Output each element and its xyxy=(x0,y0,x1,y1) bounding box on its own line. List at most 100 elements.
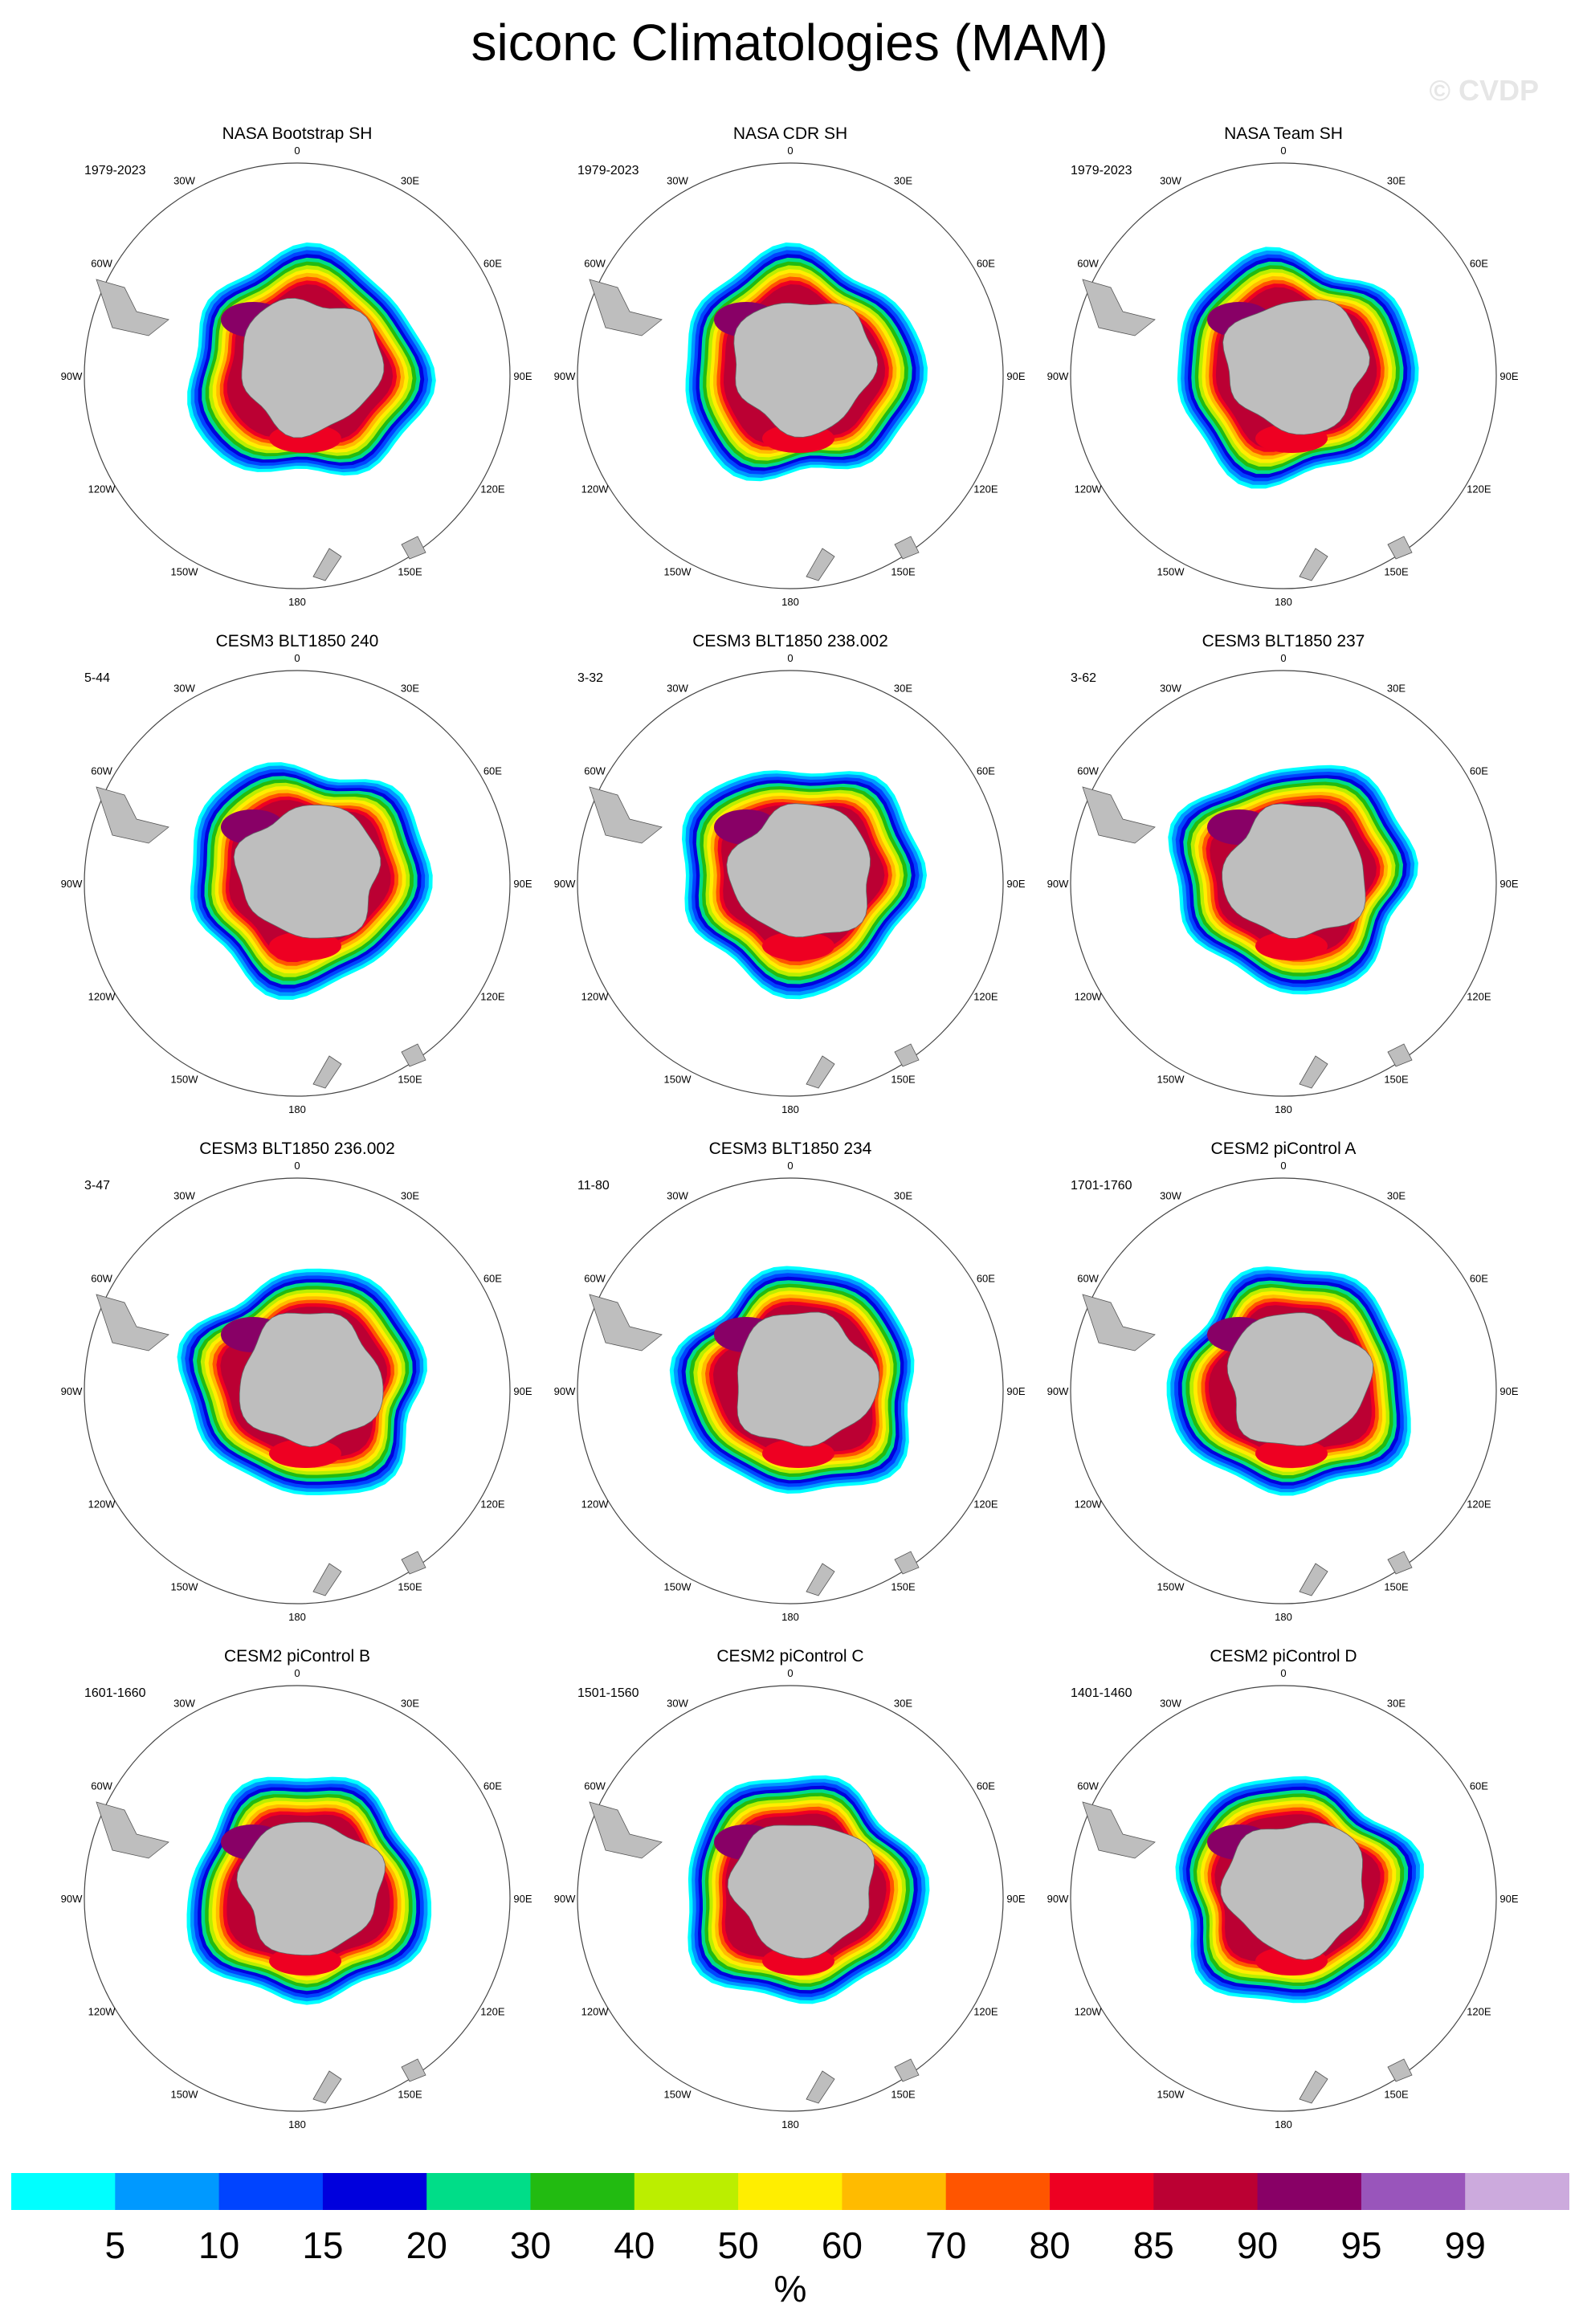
tasmania-land xyxy=(894,1551,920,1575)
ross-sea-ice xyxy=(1255,1439,1328,1468)
colorbar-swatch xyxy=(530,2173,635,2210)
longitude-label: 120W xyxy=(1075,991,1103,1003)
longitude-label: 60W xyxy=(1077,258,1099,270)
south-america-land xyxy=(589,279,663,336)
longitude-label: 90E xyxy=(1006,1893,1025,1905)
antarctica-land xyxy=(1220,1822,1365,1960)
longitude-label: 0 xyxy=(294,1667,300,1679)
longitude-label: 30W xyxy=(667,175,688,187)
longitude-label: 180 xyxy=(288,2118,306,2130)
longitude-label: 150W xyxy=(171,565,199,577)
panel-title: CESM3 BLT1850 238.002 xyxy=(692,632,888,650)
panel-title: CESM3 BLT1850 240 xyxy=(216,632,379,650)
longitude-label: 150E xyxy=(398,2088,422,2100)
longitude-label: 60E xyxy=(977,1780,995,1792)
new-zealand-land xyxy=(312,2070,342,2104)
longitude-label: 60W xyxy=(1077,1273,1099,1285)
antarctica-land xyxy=(726,803,871,938)
panel-title: CESM3 BLT1850 236.002 xyxy=(199,1140,395,1158)
longitude-label: 120E xyxy=(1467,483,1491,495)
longitude-label: 150W xyxy=(664,2088,692,2100)
ross-sea-ice xyxy=(269,1439,341,1468)
longitude-label: 0 xyxy=(1280,652,1286,664)
longitude-label: 30E xyxy=(401,1698,419,1710)
colorbar-tick-label: 99 xyxy=(1445,2224,1486,2266)
longitude-label: 120E xyxy=(1467,2006,1491,2018)
longitude-label: 30E xyxy=(894,175,912,187)
longitude-label: 60E xyxy=(977,765,995,777)
longitude-label: 90W xyxy=(554,1893,576,1905)
longitude-label: 180 xyxy=(288,596,306,608)
longitude-label: 90E xyxy=(1499,1385,1518,1397)
panel-period: 1401-1460 xyxy=(1071,1686,1132,1700)
longitude-label: 60E xyxy=(483,1273,502,1285)
longitude-label: 180 xyxy=(1275,1103,1292,1115)
colorbar-tick-label: 5 xyxy=(105,2224,126,2266)
longitude-label: 150W xyxy=(171,1580,199,1592)
longitude-label: 150W xyxy=(1157,1580,1185,1592)
colorbar-tick-label: 85 xyxy=(1133,2224,1174,2266)
longitude-label: 120W xyxy=(1075,1498,1103,1511)
longitude-label: 30E xyxy=(401,683,419,695)
longitude-label: 120W xyxy=(88,1498,116,1511)
antarctica-land xyxy=(1222,299,1370,435)
longitude-label: 90E xyxy=(513,878,532,890)
longitude-label: 0 xyxy=(1280,1667,1286,1679)
longitude-label: 60E xyxy=(1470,258,1488,270)
new-zealand-land xyxy=(1299,2070,1328,2104)
figure-title: siconc Climatologies (MAM) xyxy=(471,14,1108,71)
longitude-label: 90W xyxy=(1047,1893,1069,1905)
longitude-label: 30E xyxy=(894,1698,912,1710)
map-panel: CESM2 piControl B 1601-1660 0 30E 60E 90E 120E… xyxy=(61,1647,532,2130)
colorbar-tick-label: 30 xyxy=(510,2224,551,2266)
panel-title: CESM2 piControl C xyxy=(716,1647,863,1666)
longitude-label: 60E xyxy=(1470,1780,1488,1792)
longitude-label: 0 xyxy=(294,652,300,664)
longitude-label: 0 xyxy=(787,1667,793,1679)
longitude-label: 30W xyxy=(173,1698,195,1710)
south-america-land xyxy=(96,1801,169,1859)
longitude-label: 150E xyxy=(891,1580,916,1592)
longitude-label: 30E xyxy=(401,1190,419,1202)
south-america-land xyxy=(589,786,663,844)
longitude-label: 30W xyxy=(173,1190,195,1202)
antarctica-land xyxy=(239,1312,384,1448)
longitude-label: 90E xyxy=(1499,878,1518,890)
longitude-label: 90W xyxy=(61,1893,83,1905)
longitude-label: 150E xyxy=(1384,1580,1409,1592)
longitude-label: 150W xyxy=(664,1073,692,1085)
south-america-land xyxy=(96,786,169,844)
colorbar-swatch xyxy=(426,2173,531,2210)
ross-sea-ice xyxy=(762,932,834,960)
colorbar-tick-label: 80 xyxy=(1029,2224,1070,2266)
longitude-label: 150E xyxy=(891,565,916,577)
antarctica-land xyxy=(236,1821,386,1956)
longitude-label: 90W xyxy=(554,370,576,382)
longitude-label: 150W xyxy=(171,1073,199,1085)
map-panel: CESM3 BLT1850 236.002 3-47 0 30E 60E 90E 120E 1… xyxy=(61,1140,532,1623)
panel-title: NASA CDR SH xyxy=(733,124,847,143)
panel-title: CESM3 BLT1850 237 xyxy=(1202,632,1365,650)
tasmania-land xyxy=(401,1043,426,1067)
longitude-label: 120W xyxy=(581,991,610,1003)
antarctica-land xyxy=(736,1311,880,1447)
longitude-label: 150E xyxy=(1384,2088,1409,2100)
longitude-label: 150E xyxy=(891,2088,916,2100)
longitude-label: 150W xyxy=(1157,2088,1185,2100)
antarctica-land xyxy=(241,297,385,438)
colorbar-swatch xyxy=(1257,2173,1362,2210)
panel-period: 3-32 xyxy=(577,671,603,685)
longitude-label: 0 xyxy=(294,145,300,157)
antarctica-land xyxy=(733,302,879,438)
longitude-label: 180 xyxy=(1275,596,1292,608)
panel-period: 1501-1560 xyxy=(577,1686,639,1700)
panel-period: 1979-2023 xyxy=(84,164,146,177)
south-america-land xyxy=(589,1801,663,1859)
tasmania-land xyxy=(894,1043,920,1067)
colorbar-swatch xyxy=(1050,2173,1154,2210)
tasmania-land xyxy=(401,2058,426,2082)
tasmania-land xyxy=(1387,536,1413,560)
longitude-label: 30W xyxy=(1160,1190,1181,1202)
longitude-label: 150E xyxy=(398,1073,422,1085)
map-panel: CESM3 BLT1850 234 11-80 0 30E 60E 90E 120E 150E… xyxy=(554,1140,1026,1623)
